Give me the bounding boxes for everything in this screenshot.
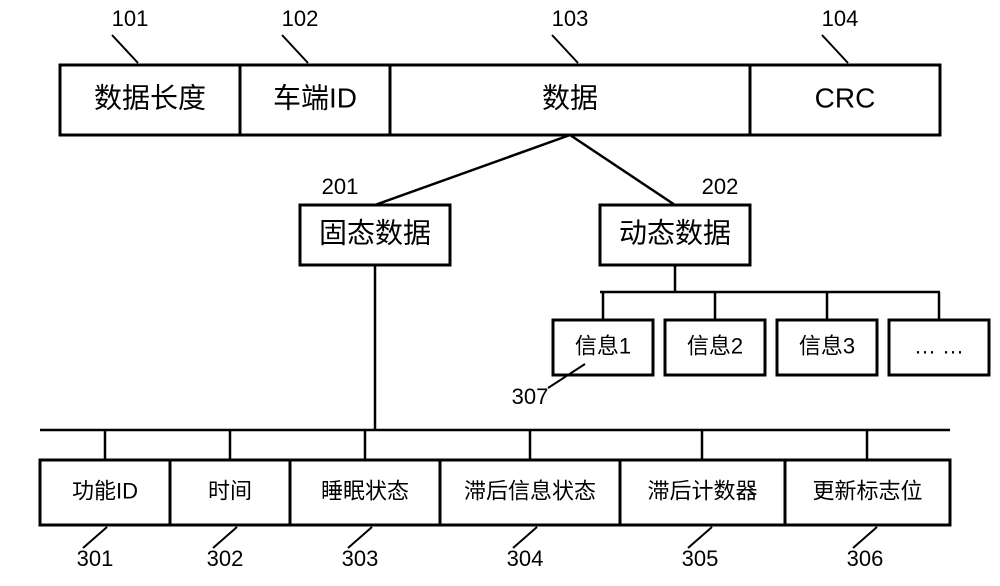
connector	[375, 135, 570, 205]
info-label: 信息1	[575, 333, 631, 358]
row3-label: 时间	[208, 478, 252, 503]
ref-num: 103	[552, 6, 589, 31]
diagram-svg: 101 102 103 104 数据长度 车端ID 数据 CRC 201 固态数据 202 动态数据信…	[0, 0, 1000, 586]
ref-num: 201	[322, 174, 359, 199]
row1-label: CRC	[815, 82, 876, 113]
ref-num: 305	[682, 546, 719, 571]
row3-label: 更新标志位	[812, 478, 922, 503]
connector	[570, 135, 675, 205]
info-label: 信息2	[687, 333, 743, 358]
ref-num: 202	[702, 174, 739, 199]
row3-label: 滞后计数器	[647, 478, 757, 503]
ref-num: 307	[512, 384, 549, 409]
row3-label: 功能ID	[72, 478, 138, 503]
ref-tick	[822, 35, 848, 63]
ref-num: 304	[507, 546, 544, 571]
ref-num: 102	[282, 6, 319, 31]
row1-label: 车端ID	[273, 82, 357, 113]
ref-num: 306	[847, 546, 884, 571]
ref-num: 101	[112, 6, 149, 31]
ref-num: 104	[822, 6, 859, 31]
row2-label: 动态数据	[619, 217, 731, 248]
info-label: … …	[914, 333, 964, 358]
row2-label: 固态数据	[319, 217, 431, 248]
ref-tick	[282, 35, 308, 63]
ref-tick	[552, 35, 578, 63]
ref-num: 301	[77, 546, 114, 571]
ref-tick	[112, 35, 138, 63]
info-label: 信息3	[799, 333, 855, 358]
row1-label: 数据	[542, 82, 598, 113]
row3-label: 睡眠状态	[321, 478, 409, 503]
ref-num: 303	[342, 546, 379, 571]
row3-label: 滞后信息状态	[464, 478, 596, 503]
row1-label: 数据长度	[94, 82, 206, 113]
ref-num: 302	[207, 546, 244, 571]
